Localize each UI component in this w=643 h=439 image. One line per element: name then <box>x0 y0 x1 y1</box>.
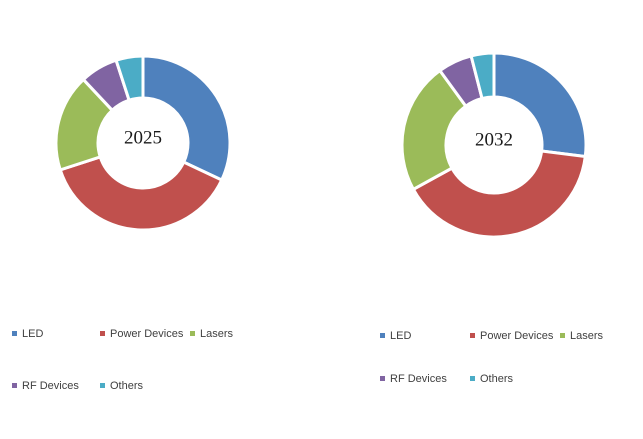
slice-others <box>469 51 496 101</box>
slice-led <box>141 54 232 183</box>
legend-label: Others <box>480 373 514 385</box>
donut-center-label: 2032 <box>475 129 513 150</box>
legend-swatch <box>560 332 565 338</box>
legend-swatch <box>470 375 475 381</box>
legend-swatch <box>380 332 385 338</box>
slice-others <box>114 54 145 103</box>
legend-label: Power Devices <box>110 328 184 340</box>
legend-swatch <box>100 330 105 336</box>
legend-swatch <box>12 382 17 388</box>
legend-item: Others <box>470 373 513 385</box>
legend-swatch <box>12 330 17 336</box>
legend-item: Others <box>100 380 143 392</box>
legend-label: RF Devices <box>22 380 79 392</box>
legend-label: Lasers <box>200 328 234 340</box>
legend-label: RF Devices <box>390 373 447 385</box>
slice-led <box>492 51 588 159</box>
legend-item: RF Devices <box>12 380 79 392</box>
legend-item: Lasers <box>560 330 603 342</box>
legend-label: LED <box>22 328 44 340</box>
legend-swatch <box>190 330 195 336</box>
legend-label: LED <box>390 330 412 342</box>
legend-item: LED <box>12 328 43 340</box>
slice-power-devices <box>411 149 587 239</box>
legend-item: LED <box>380 330 411 342</box>
donut-chart-2025: 2025 <box>54 54 232 232</box>
donut-chart-2032: 2032 <box>400 51 588 239</box>
legend-swatch <box>380 375 385 381</box>
legend-item: Power Devices <box>100 328 183 340</box>
slice-power-devices <box>58 155 224 232</box>
legend-item: Lasers <box>190 328 233 340</box>
legend-label: Others <box>110 380 144 392</box>
legend-item: RF Devices <box>380 373 447 385</box>
legend-label: Lasers <box>570 330 604 342</box>
legend-label: Power Devices <box>480 330 554 342</box>
legend-swatch <box>470 332 475 338</box>
legend-swatch <box>100 382 105 388</box>
legend-item: Power Devices <box>470 330 553 342</box>
donut-center-label: 2025 <box>124 127 162 148</box>
